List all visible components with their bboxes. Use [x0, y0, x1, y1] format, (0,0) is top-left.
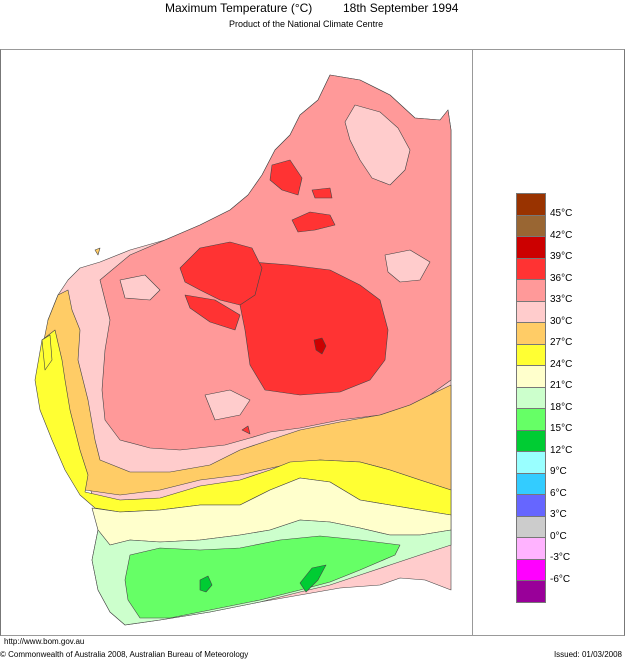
legend-swatch — [516, 343, 546, 365]
legend-label: 18°C — [550, 401, 573, 413]
legend-swatch — [516, 558, 546, 580]
legend-swatch — [516, 365, 546, 387]
legend-label: 6°C — [550, 487, 567, 499]
legend-label: 3°C — [550, 509, 567, 520]
legend-swatch — [516, 236, 546, 258]
legend-swatch — [516, 494, 546, 516]
legend-swatch — [516, 429, 546, 451]
legend-label: 12°C — [550, 444, 573, 456]
zone-15-18 — [124, 535, 401, 619]
legend-label: 42°C — [550, 229, 573, 241]
legend-label: 24°C — [550, 358, 573, 370]
legend-swatch — [516, 386, 546, 408]
temperature-map — [34, 74, 452, 626]
color-legend — [516, 193, 546, 603]
issued-date: Issued: 01/03/2008 — [553, 650, 622, 659]
zone-12-15 — [199, 575, 213, 593]
zone-30-33-north — [344, 104, 411, 186]
legend-label: 30°C — [550, 315, 573, 327]
legend-swatch — [516, 257, 546, 279]
zone-24-27 — [34, 329, 452, 516]
legend-label: 0°C — [550, 530, 567, 542]
legend-label: 21°C — [550, 380, 573, 391]
copyright-text: © Commonwealth of Australia 2008, Austra… — [0, 650, 249, 659]
legend-label: -3°C — [550, 552, 571, 563]
legend-swatch — [516, 322, 546, 344]
legend-label: 15°C — [550, 423, 573, 434]
legend-swatch — [516, 537, 546, 559]
zone-39-42 — [313, 337, 327, 355]
legend-label: 9°C — [550, 466, 567, 477]
legend-swatch — [516, 300, 546, 322]
legend-label: 45°C — [550, 208, 573, 219]
frame-divider — [472, 49, 473, 636]
legend-labels: 45°C 42°C 39°C 36°C 33°C 30°C 27°C 24°C … — [550, 207, 572, 594]
legend-label: -6°C — [550, 573, 571, 585]
title-date: 18th September 1994 — [343, 1, 459, 15]
legend-swatch — [516, 279, 546, 301]
legend-swatch — [516, 193, 546, 215]
legend-label: 39°C — [550, 251, 573, 262]
map-title: Maximum Temperature (°C) 18th September … — [0, 0, 626, 18]
legend-swatch — [516, 451, 546, 473]
zone-36-39 — [239, 261, 389, 396]
subtitle: Product of the National Climate Centre — [229, 19, 384, 29]
legend-swatch — [516, 214, 546, 236]
legend-swatch — [516, 515, 546, 537]
legend-swatch — [516, 408, 546, 430]
map-frame — [0, 49, 625, 636]
legend-label: 36°C — [550, 272, 573, 284]
legend-swatch — [516, 472, 546, 494]
bom-url-link[interactable]: http://www.bom.gov.au — [4, 637, 85, 646]
legend-label: 33°C — [550, 294, 573, 305]
title-text: Maximum Temperature (°C) — [165, 1, 313, 15]
legend-swatch — [516, 580, 546, 603]
legend-label: 27°C — [550, 337, 573, 348]
